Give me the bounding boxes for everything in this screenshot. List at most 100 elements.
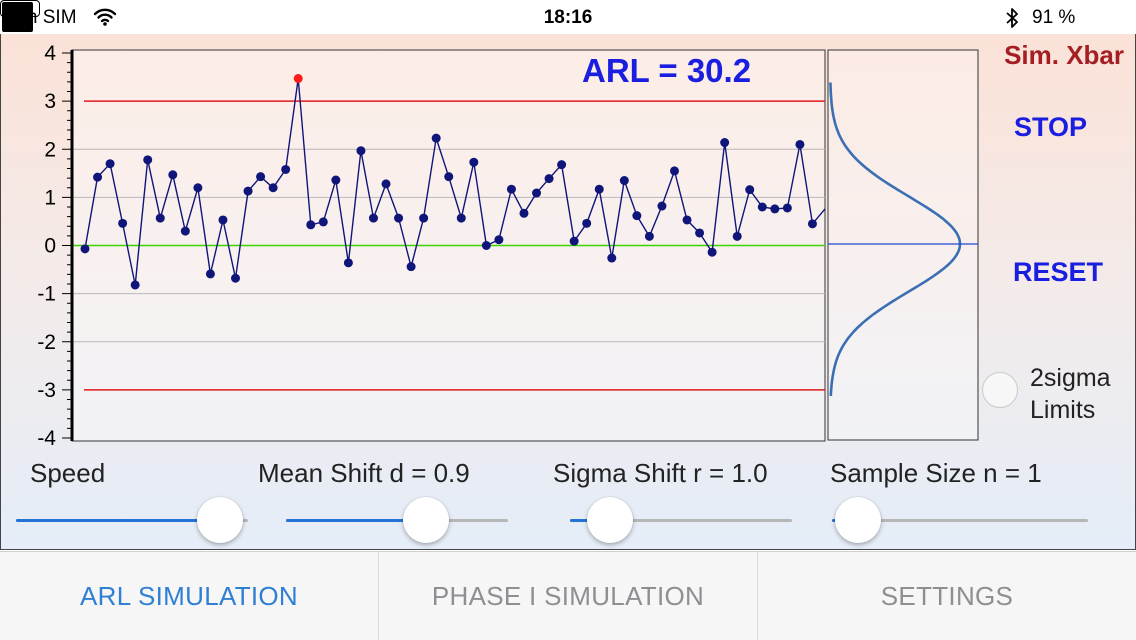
y-tick-label: -1 — [37, 283, 56, 306]
data-point — [343, 258, 353, 268]
y-tick-label: 1 — [44, 186, 56, 209]
data-point — [394, 213, 404, 223]
app-title: Sim. Xbar — [1004, 40, 1124, 70]
data-point — [770, 204, 780, 214]
wifi-icon — [93, 7, 117, 33]
simulation-panel: 4 3 2 1 0 -1 -2 -3 -4 Sim. Xbar ARL = 30.2 STOP … — [0, 34, 1136, 550]
tab-arl-simulation[interactable]: ARL SIMULATION — [79, 580, 298, 611]
stop-button[interactable]: STOP — [1014, 112, 1088, 142]
data-point — [444, 172, 454, 182]
data-point — [632, 211, 642, 221]
control-chart: 4 3 2 1 0 -1 -2 -3 -4 — [37, 42, 826, 450]
data-point — [807, 219, 817, 229]
data-point — [368, 213, 378, 223]
mean-shift-slider[interactable] — [286, 497, 508, 543]
data-point — [519, 208, 529, 218]
slider-thumb[interactable] — [402, 497, 449, 543]
data-point — [381, 179, 391, 189]
data-point — [306, 220, 316, 230]
arl-readout: ARL = 30.2 — [582, 52, 752, 89]
data-point — [419, 213, 429, 223]
alarm-point — [293, 74, 303, 84]
data-point — [318, 217, 328, 227]
data-point — [281, 164, 291, 174]
data-point — [607, 253, 617, 263]
y-tick-label: -4 — [37, 427, 56, 450]
data-point — [205, 269, 215, 279]
data-point — [143, 155, 153, 165]
data-point — [720, 138, 730, 148]
data-point — [193, 183, 203, 193]
sample-size-slider[interactable] — [832, 497, 1088, 543]
data-point — [795, 139, 805, 149]
data-point — [481, 241, 491, 250]
data-point — [707, 247, 717, 257]
speed-label: Speed — [30, 458, 106, 488]
distribution-curve — [829, 82, 962, 397]
data-point — [80, 244, 90, 254]
slider-thumb[interactable] — [586, 497, 633, 543]
data-point — [118, 218, 128, 228]
clock: 18:16 — [543, 7, 593, 28]
data-point — [619, 176, 629, 186]
data-point — [745, 185, 755, 195]
tab-bar: ARL SIMULATION PHASE I SIMULATION SETTIN… — [0, 551, 1136, 640]
data-point — [732, 231, 742, 241]
distribution-frame — [827, 49, 979, 441]
data-point — [682, 215, 692, 225]
data-point — [532, 188, 542, 198]
sigma-shift-label: Sigma Shift r = 1.0 — [553, 458, 768, 488]
data-point — [180, 226, 190, 236]
speed-slider[interactable] — [16, 497, 248, 543]
data-point — [569, 236, 579, 246]
data-point — [256, 172, 266, 182]
status-bar: Sin SIM 18:16 91 % — [0, 0, 1136, 34]
tab-phase-i-simulation[interactable]: PHASE I SIMULATION — [431, 580, 705, 611]
data-point — [669, 166, 679, 176]
battery-icon — [0, 0, 40, 32]
data-point — [130, 280, 140, 290]
y-tick-label: -3 — [37, 379, 56, 402]
distribution-plot — [827, 49, 979, 441]
slider-thumb[interactable] — [197, 497, 244, 543]
reset-button[interactable]: RESET — [1013, 257, 1104, 287]
data-point — [168, 170, 178, 180]
mean-shift-label: Mean Shift d = 0.9 — [258, 458, 470, 488]
data-point — [406, 262, 416, 272]
data-point — [356, 146, 366, 156]
slider-thumb[interactable] — [834, 497, 881, 543]
twosigma-label: 2sigma Limits — [1030, 364, 1111, 424]
data-point — [431, 133, 441, 143]
data-point — [494, 235, 504, 245]
twosigma-limits-toggle[interactable]: 2sigma Limits — [982, 364, 1132, 424]
data-point — [268, 183, 278, 193]
data-point — [105, 159, 115, 169]
data-point — [544, 174, 554, 184]
y-tick-label: 0 — [44, 235, 56, 258]
sigma-shift-slider[interactable] — [570, 497, 792, 543]
data-point — [557, 160, 567, 170]
y-tick-label: 2 — [44, 138, 56, 161]
tab-settings[interactable]: SETTINGS — [880, 580, 1014, 611]
twosigma-radio[interactable] — [982, 372, 1018, 408]
data-point — [757, 202, 767, 212]
battery-percent: 91 % — [1032, 7, 1076, 28]
data-point — [582, 218, 592, 228]
data-point — [231, 273, 241, 283]
data-point — [782, 203, 792, 213]
data-point — [331, 175, 341, 185]
data-point — [456, 213, 466, 223]
data-point — [155, 213, 165, 223]
y-tick-label: 3 — [44, 90, 56, 113]
data-point — [93, 172, 103, 182]
data-point — [657, 201, 667, 211]
y-tick-label: -2 — [37, 331, 56, 354]
data-point — [594, 184, 604, 194]
data-point — [695, 228, 705, 238]
data-point — [243, 186, 253, 196]
bluetooth-icon — [1005, 7, 1019, 35]
y-tick-label: 4 — [44, 42, 56, 65]
data-point — [469, 157, 479, 167]
data-point — [644, 231, 654, 241]
sample-size-label: Sample Size n = 1 — [830, 458, 1042, 488]
